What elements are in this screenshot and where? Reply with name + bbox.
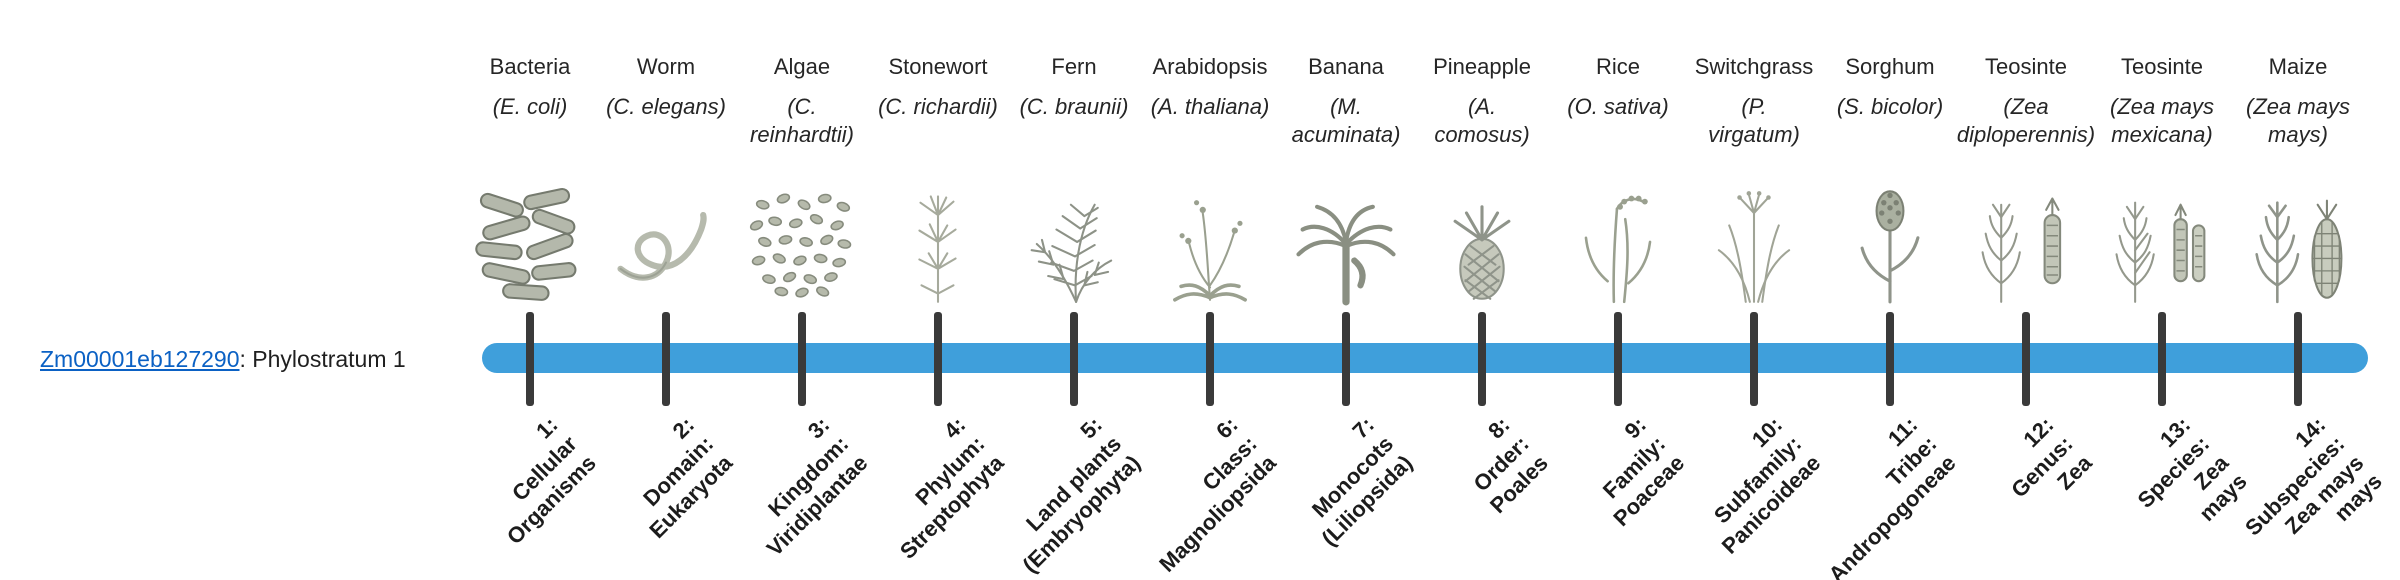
timeline-tick	[2022, 312, 2030, 406]
stratum-label: 2: Domain: Eukaryota	[637, 412, 737, 543]
stratum-label: 6: Class: Magnoliopsida	[1154, 412, 1281, 577]
organism-column: Maize (Zea mays mays)	[2210, 54, 2386, 306]
arabidopsis-icon	[1146, 182, 1274, 306]
worm-icon	[602, 182, 730, 306]
stratum-label: 5: Land plants (Embryophyta)	[1017, 412, 1145, 578]
organism-column: Teosinte (Zea diploperennis)	[1938, 54, 2114, 306]
organism-scientific-name: (Zea mays mexicana)	[2110, 94, 2214, 147]
teosinte2-icon	[2098, 182, 2226, 306]
organism-common-name: Banana	[1308, 54, 1384, 79]
phylostratum-text: : Phylostratum 1	[239, 346, 406, 372]
organism-common-name: Teosinte	[1985, 54, 2067, 79]
organism-column: Rice (O. sativa)	[1530, 54, 1706, 306]
organism-scientific-name: (E. coli)	[492, 94, 568, 120]
teosinte-icon	[1962, 182, 2090, 306]
maize-icon	[2234, 182, 2362, 306]
organism-column: Teosinte (Zea mays mexicana)	[2074, 54, 2250, 306]
timeline-tick	[2294, 312, 2302, 406]
organism-common-name: Bacteria	[489, 54, 571, 79]
organism-column: Stonewort (C. richardii)	[850, 54, 1026, 306]
timeline-tick	[662, 312, 670, 406]
pineapple-icon	[1418, 182, 1546, 306]
stratum-label: 7: Monocots (Liliopsida)	[1306, 412, 1417, 551]
stratum-label: 14: Subspecies: Zea mays mays	[2240, 412, 2388, 541]
stratum-label: 1: Cellular Organisms	[501, 412, 601, 549]
organism-column: Algae (C. reinhardtii)	[714, 54, 890, 306]
timeline-bar	[482, 343, 2368, 373]
gene-id-link[interactable]: Zm00001eb127290	[40, 346, 240, 372]
organism-column: Banana (M. acuminata)	[1258, 54, 1434, 306]
stratum-label: 11: Tribe: Andropogoneae	[1823, 412, 1961, 580]
stratum-label: 8: Order: Poales	[1468, 412, 1553, 518]
banana-icon	[1282, 182, 1410, 306]
timeline-tick	[1614, 312, 1622, 406]
organism-scientific-name: (C. reinhardtii)	[750, 94, 854, 147]
stonewort-icon	[874, 182, 1002, 306]
organism-common-name: Switchgrass	[1694, 54, 1814, 79]
organism-common-name: Pineapple	[1433, 54, 1531, 79]
timeline-tick	[798, 312, 806, 406]
organism-scientific-name: (A. thaliana)	[1150, 94, 1270, 120]
sorghum-icon	[1826, 182, 1954, 306]
bacteria-icon	[466, 182, 594, 306]
organism-scientific-name: (A. comosus)	[1434, 94, 1530, 147]
organism-common-name: Fern	[1051, 54, 1097, 79]
organism-column: Bacteria (E. coli)	[442, 54, 618, 306]
organism-common-name: Stonewort	[888, 54, 988, 79]
organism-column: Switchgrass (P. virgatum)	[1666, 54, 1842, 306]
organism-column: Fern (C. braunii)	[986, 54, 1162, 306]
organism-scientific-name: (P. virgatum)	[1708, 94, 1800, 147]
timeline-tick	[1750, 312, 1758, 406]
timeline-tick	[1478, 312, 1486, 406]
organism-scientific-name: (Zea mays mays)	[2246, 94, 2350, 147]
organism-common-name: Teosinte	[2121, 54, 2203, 79]
stratum-label: 13: Species: Zea mays	[2131, 412, 2252, 527]
organism-common-name: Sorghum	[1845, 54, 1935, 79]
stratum-label: 12: Genus: Zea	[2006, 412, 2097, 503]
timeline-tick	[526, 312, 534, 406]
timeline-tick	[1206, 312, 1214, 406]
organism-scientific-name: (C. elegans)	[606, 94, 726, 120]
switchgrass-icon	[1690, 182, 1818, 306]
organism-scientific-name: (C. richardii)	[878, 94, 998, 120]
timeline-tick	[1070, 312, 1078, 406]
organism-common-name: Maize	[2268, 54, 2328, 79]
fern-icon	[1010, 182, 1138, 306]
timeline-tick	[2158, 312, 2166, 406]
gene-label: Zm00001eb127290: Phylostratum 1	[40, 346, 406, 373]
organism-common-name: Worm	[636, 54, 696, 79]
organism-column: Worm (C. elegans)	[578, 54, 754, 306]
organism-column: Sorghum (S. bicolor)	[1802, 54, 1978, 306]
organism-common-name: Rice	[1595, 54, 1640, 79]
stratum-label: 9: Family: Poaceae	[1597, 412, 1689, 531]
organism-common-name: Arabidopsis	[1152, 54, 1268, 79]
stratum-label: 4: Phylum: Streptophyta	[894, 412, 1009, 564]
organism-scientific-name: (M. acuminata)	[1291, 94, 1401, 147]
organism-scientific-name: (Zea diploperennis)	[1956, 94, 2096, 147]
organism-column: Arabidopsis (A. thaliana)	[1122, 54, 1298, 306]
timeline-tick	[1886, 312, 1894, 406]
timeline-tick	[934, 312, 942, 406]
algae-icon	[738, 182, 866, 306]
rice-icon	[1554, 182, 1682, 306]
organism-common-name: Algae	[773, 54, 831, 79]
organism-scientific-name: (C. braunii)	[1019, 94, 1129, 120]
organism-scientific-name: (O. sativa)	[1567, 94, 1669, 120]
timeline-tick	[1342, 312, 1350, 406]
stratum-label: 3: Kingdom: Viridiplantae	[761, 412, 873, 561]
organism-column: Pineapple (A. comosus)	[1394, 54, 1570, 306]
organism-scientific-name: (S. bicolor)	[1836, 94, 1944, 120]
